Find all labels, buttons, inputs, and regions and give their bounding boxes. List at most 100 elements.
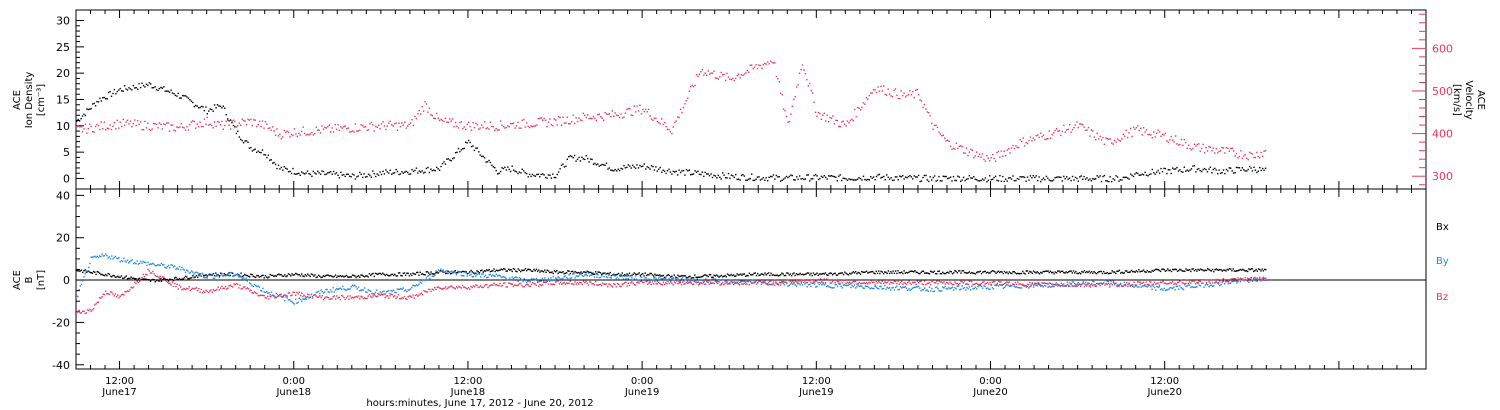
by-point <box>420 282 423 284</box>
velocity-point <box>685 100 688 102</box>
velocity-point <box>762 64 764 66</box>
density-point <box>549 174 551 176</box>
velocity-point <box>656 120 658 123</box>
velocity-point <box>1121 138 1123 140</box>
velocity-point <box>312 134 314 136</box>
bx-point <box>1263 268 1266 271</box>
by-point <box>1147 284 1150 287</box>
bx-point <box>891 272 893 274</box>
by-point <box>1065 285 1067 287</box>
density-point <box>1237 166 1239 169</box>
bz-point <box>1084 284 1087 286</box>
bx-point <box>781 272 783 274</box>
by-point <box>665 277 667 279</box>
bz-point <box>199 291 201 293</box>
bx-point <box>1251 268 1254 270</box>
by-point <box>1233 280 1236 282</box>
bz-point <box>872 281 874 284</box>
velocity-point <box>566 116 568 118</box>
density-point <box>920 180 923 182</box>
bz-point <box>308 294 310 296</box>
density-point <box>1201 170 1203 173</box>
bx-point <box>1092 272 1094 274</box>
bz-point <box>378 293 380 295</box>
bx-point <box>720 274 723 277</box>
bx-point <box>457 272 459 274</box>
bz-point <box>1140 282 1142 285</box>
velocity-point <box>167 122 169 124</box>
bz-point <box>484 283 487 286</box>
bz-point <box>348 298 350 300</box>
bz-point <box>638 282 640 284</box>
bz-point <box>824 282 827 284</box>
bz-point <box>388 297 390 299</box>
density-point <box>1122 176 1124 179</box>
by-point <box>1099 282 1101 284</box>
velocity-point <box>227 119 229 122</box>
bx-point <box>820 273 822 275</box>
bz-point <box>662 281 665 283</box>
bz-point <box>763 281 765 283</box>
bx-point <box>661 275 663 277</box>
bz-point <box>115 295 118 298</box>
bz-point <box>460 287 463 289</box>
density-point <box>276 167 278 170</box>
velocity-point <box>607 113 609 115</box>
by-point <box>79 285 81 287</box>
bz-point <box>939 281 942 283</box>
velocity-point <box>90 125 92 128</box>
bx-point <box>119 276 121 278</box>
bx-point <box>824 272 827 274</box>
by-point <box>865 285 868 288</box>
density-point <box>425 167 428 170</box>
velocity-point <box>182 126 184 128</box>
density-point <box>616 170 618 172</box>
bz-point <box>326 296 328 298</box>
b-ylabel-line2: B <box>24 276 35 283</box>
velocity-point <box>1206 150 1209 152</box>
bz-point <box>1237 277 1239 279</box>
bx-point <box>747 275 749 277</box>
by-point <box>1009 285 1012 287</box>
velocity-point <box>1105 137 1107 139</box>
by-point <box>838 283 840 285</box>
bx-point <box>810 272 812 275</box>
density-point <box>897 179 899 181</box>
by-point <box>192 271 194 273</box>
by-point <box>282 296 285 298</box>
by-point <box>134 261 136 264</box>
velocity-point <box>542 119 544 121</box>
by-point <box>1207 284 1209 286</box>
bx-point <box>858 272 861 274</box>
density-point <box>530 175 532 178</box>
bx-point <box>1070 270 1072 272</box>
bz-point <box>319 295 321 297</box>
density-point <box>1199 170 1201 172</box>
velocity-point <box>1221 147 1223 149</box>
velocity-point <box>115 128 117 130</box>
density-point <box>187 97 190 99</box>
bz-point <box>408 295 411 297</box>
by-point <box>1094 284 1096 286</box>
density-point <box>161 87 163 89</box>
bz-point <box>85 312 88 314</box>
density-point <box>1089 178 1091 180</box>
bx-point <box>321 276 323 278</box>
bx-point <box>366 275 368 277</box>
velocity-point <box>1208 146 1210 148</box>
velocity-point <box>128 123 130 125</box>
by-point <box>1106 280 1108 282</box>
density-point <box>859 177 862 180</box>
by-point <box>573 273 575 275</box>
density-point <box>855 179 857 181</box>
b-tick-label: 40 <box>56 189 70 202</box>
bx-point <box>730 273 732 276</box>
density-point <box>971 177 973 179</box>
density-point <box>819 177 821 180</box>
bx-point <box>651 274 654 276</box>
density-point <box>1100 180 1103 183</box>
bz-point <box>603 283 605 285</box>
bx-point <box>885 271 887 273</box>
by-point <box>1059 285 1061 288</box>
bx-point <box>80 269 83 271</box>
